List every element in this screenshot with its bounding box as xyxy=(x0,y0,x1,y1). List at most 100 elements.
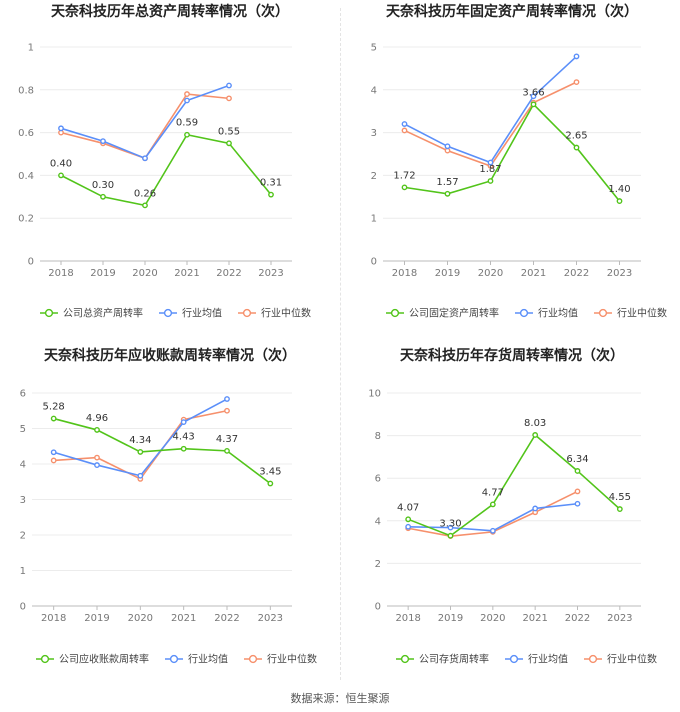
series-line xyxy=(404,55,578,164)
legend-item: 行业均值 xyxy=(515,307,578,320)
legend-label: 行业均值 xyxy=(528,653,568,666)
legend-item: 行业中位数 xyxy=(594,307,667,320)
data-label: 2.65 xyxy=(565,131,587,142)
data-point xyxy=(489,501,496,508)
chart-panel-3: 天奈科技历年应收账款周转率情况（次） 0 1 2 3 4 5 6 2018 2019 2020 202… xyxy=(20,347,317,666)
y-tick-label: 5 xyxy=(20,424,26,435)
legend-item: 行业均值 xyxy=(159,307,222,320)
data-label: 1.72 xyxy=(393,170,415,181)
data-label: 4.34 xyxy=(129,435,151,446)
x-tick-label: 2018 xyxy=(395,613,420,624)
legend-label: 行业中位数 xyxy=(261,307,311,320)
x-tick-label: 2018 xyxy=(392,268,417,279)
y-tick-label: 0.8 xyxy=(18,85,34,96)
chart-title: 天奈科技历年总资产周转率情况（次） xyxy=(51,3,289,20)
legend-swatch-marker xyxy=(509,654,519,664)
legend-swatch-marker xyxy=(519,308,529,318)
data-label: 4.37 xyxy=(216,434,238,445)
data-point xyxy=(444,190,451,197)
data-label: 4.55 xyxy=(609,492,631,503)
x-tick-label: 2020 xyxy=(478,268,503,279)
data-point xyxy=(226,95,232,102)
legend-item: 公司应收账款周转率 xyxy=(36,653,149,666)
x-tick-label: 2022 xyxy=(216,268,241,279)
y-tick-label: 0.2 xyxy=(18,214,34,225)
legend-label: 公司总资产周转率 xyxy=(63,307,143,320)
data-label: 1.40 xyxy=(608,184,630,195)
y-tick-label: 3 xyxy=(20,495,26,506)
legend-label: 行业均值 xyxy=(188,653,228,666)
x-tick-label: 2021 xyxy=(174,268,199,279)
data-point xyxy=(50,449,57,456)
x-tick-label: 2020 xyxy=(128,613,153,624)
x-tick-label: 2021 xyxy=(522,613,547,624)
data-point xyxy=(58,125,64,132)
data-point xyxy=(267,480,274,487)
data-point xyxy=(142,202,148,209)
data-point xyxy=(401,184,408,191)
y-tick-label: 2 xyxy=(375,559,381,570)
data-point xyxy=(489,527,496,534)
x-tick-label: 2020 xyxy=(132,268,157,279)
data-point xyxy=(401,127,408,134)
data-point xyxy=(226,140,232,147)
data-label: 3.66 xyxy=(522,87,544,98)
legend-item: 行业均值 xyxy=(505,653,568,666)
legend-label: 行业中位数 xyxy=(607,653,657,666)
y-tick-label: 1 xyxy=(20,566,26,577)
legend-label: 行业均值 xyxy=(538,307,578,320)
y-tick-label: 0 xyxy=(28,257,34,268)
data-point xyxy=(444,143,451,150)
legend-label: 行业均值 xyxy=(182,307,222,320)
chart-title: 天奈科技历年固定资产周转率情况（次） xyxy=(386,3,638,20)
data-point xyxy=(447,524,454,531)
legend-label: 公司固定资产周转率 xyxy=(409,307,499,320)
x-tick-label: 2018 xyxy=(41,613,66,624)
data-point xyxy=(574,500,581,507)
legend-item: 行业中位数 xyxy=(584,653,657,666)
y-tick-label: 4 xyxy=(371,85,377,96)
data-point xyxy=(574,488,581,495)
legend-swatch-marker xyxy=(390,308,400,318)
data-point xyxy=(268,191,274,198)
data-point xyxy=(447,532,454,539)
data-point xyxy=(532,505,539,512)
x-tick-label: 2019 xyxy=(438,613,463,624)
data-label: 3.45 xyxy=(259,467,281,478)
chart-panel-1: 天奈科技历年总资产周转率情况（次） 0 0.2 0.4 0.6 0.8 1 2018 2019 2… xyxy=(18,3,311,320)
y-tick-label: 1 xyxy=(371,214,377,225)
data-point xyxy=(50,457,57,464)
data-label: 0.55 xyxy=(218,126,240,137)
y-tick-label: 0 xyxy=(20,602,26,613)
data-point xyxy=(58,172,64,179)
series-line xyxy=(404,81,577,167)
legend-label: 公司应收账款周转率 xyxy=(59,653,149,666)
chart-title: 天奈科技历年应收账款周转率情况（次） xyxy=(44,347,296,364)
y-tick-label: 4 xyxy=(375,516,381,527)
data-point xyxy=(226,82,232,89)
legend-item: 行业均值 xyxy=(165,653,228,666)
data-point xyxy=(574,468,581,474)
data-point xyxy=(94,462,100,468)
data-point xyxy=(94,427,100,433)
data-label: 0.30 xyxy=(92,180,114,191)
legend-item: 行业中位数 xyxy=(244,653,317,666)
data-label: 1.57 xyxy=(436,177,458,188)
data-label: 5.28 xyxy=(43,402,65,413)
y-tick-label: 2 xyxy=(371,171,377,182)
y-tick-label: 10 xyxy=(368,389,381,400)
y-tick-label: 1 xyxy=(28,43,34,54)
legend-label: 行业中位数 xyxy=(267,653,317,666)
x-tick-label: 2019 xyxy=(84,613,109,624)
y-tick-label: 2 xyxy=(20,531,26,542)
series-line xyxy=(407,433,621,537)
data-point xyxy=(573,53,580,60)
data-label: 4.43 xyxy=(173,432,195,443)
data-source-note: 数据来源：恒生聚源 xyxy=(290,692,390,705)
data-point xyxy=(180,445,187,452)
data-point xyxy=(616,506,623,512)
data-point xyxy=(530,93,537,100)
data-point xyxy=(487,178,494,184)
data-point xyxy=(573,79,580,85)
data-label: 8.03 xyxy=(524,418,546,429)
